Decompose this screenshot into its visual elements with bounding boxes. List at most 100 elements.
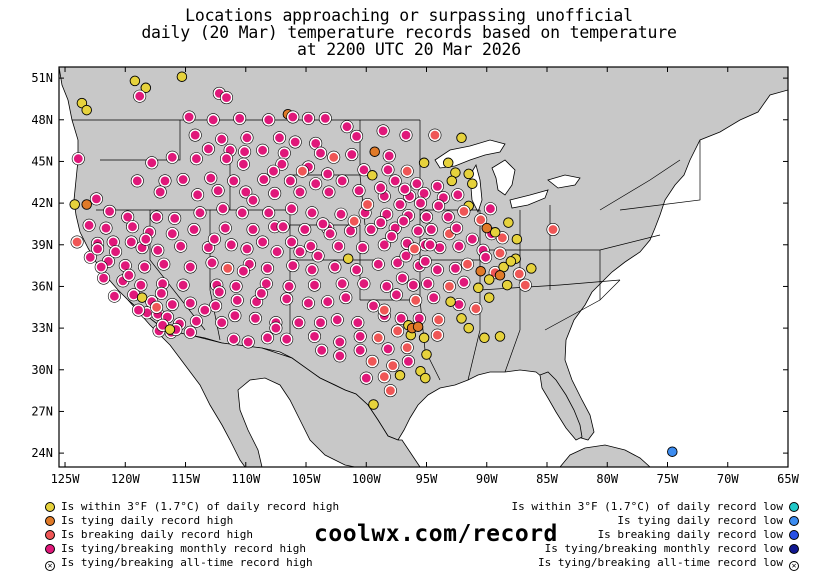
station-marker-outline <box>427 291 441 305</box>
monthly-record-high-marker <box>336 174 349 187</box>
monthly-record-high-marker <box>198 304 211 317</box>
monthly-record-high-marker <box>236 206 249 219</box>
within-record-high-marker <box>479 332 490 344</box>
monthly-record-high-marker <box>177 173 190 186</box>
station-marker-outline <box>233 111 247 125</box>
station-marker-outline <box>124 235 138 249</box>
station-marker-outline <box>276 220 290 234</box>
monthly-record-high-marker <box>271 245 284 258</box>
monthly-record-high-marker <box>183 111 196 124</box>
station-marker-outline <box>419 210 433 224</box>
legend-item-within-low: Is within 3°F (1.7°C) of daily record lo… <box>511 500 799 513</box>
monthly-record-high-marker <box>278 147 291 160</box>
monthly-record-high-marker <box>381 163 394 176</box>
legend-item-monthly-high: Is tying/breaking monthly record high <box>45 542 306 555</box>
blue-circle-icon <box>789 530 799 540</box>
site-brand[interactable]: coolwx.com/record <box>314 521 558 547</box>
title-line-1: Locations approaching or surpassing unof… <box>185 6 633 25</box>
station-marker-outline <box>158 174 172 188</box>
within-record-high-marker <box>140 82 152 94</box>
monthly-record-high-marker <box>354 344 367 357</box>
monthly-record-high-marker <box>304 240 317 253</box>
monthly-record-high-marker <box>424 238 437 251</box>
station-marker-outline <box>374 181 388 195</box>
monthly-record-high-marker <box>286 259 299 272</box>
monthly-record-high-marker <box>352 184 365 197</box>
tying-record-high-marker <box>369 146 380 157</box>
lat-tick-label: 48N <box>31 113 53 127</box>
monthly-record-high-marker <box>292 316 305 329</box>
monthly-record-high-marker <box>284 174 297 187</box>
monthly-record-high-marker <box>293 186 306 199</box>
station-marker-outline <box>381 342 395 356</box>
within-record-high-marker <box>445 296 456 307</box>
within-record-high-marker <box>456 313 467 324</box>
station-marker-outline <box>359 371 373 385</box>
station-marker-outline <box>311 249 325 263</box>
monthly-record-high-marker <box>334 208 347 221</box>
breaking-record-high-marker <box>221 262 234 275</box>
magenta-circle-icon <box>45 544 55 554</box>
monthly-record-high-marker <box>321 295 334 308</box>
monthly-record-high-marker <box>390 288 403 301</box>
monthly-record-high-marker <box>451 188 464 201</box>
lon-tick-label: 85W <box>536 472 558 486</box>
within-record-high-marker <box>463 322 474 334</box>
station-marker-outline <box>430 328 444 342</box>
station-marker-outline <box>286 259 300 273</box>
monthly-record-high-marker <box>126 220 139 233</box>
station-marker-outline <box>394 311 408 325</box>
station-marker-outline <box>94 260 108 274</box>
breaking-record-high-marker <box>474 213 487 226</box>
station-marker-outline <box>448 261 462 275</box>
monthly-record-high-marker <box>273 131 286 144</box>
breaking-record-high-marker <box>348 215 361 228</box>
lon-tick-label: 95W <box>416 472 438 486</box>
station-marker-outline <box>321 295 335 309</box>
orange-circle-icon <box>45 516 55 526</box>
monthly-record-high-marker <box>100 222 113 235</box>
station-marker-outline <box>360 198 374 212</box>
station-marker-outline <box>174 239 188 253</box>
monthly-record-high-marker <box>396 272 409 285</box>
station-marker-outline <box>280 332 294 346</box>
lat-tick-label: 51N <box>31 71 53 85</box>
monthly-record-high-marker <box>442 211 455 224</box>
station-marker-outline <box>428 128 442 142</box>
monthly-record-high-marker <box>414 197 427 210</box>
station-marker-outline <box>457 204 471 218</box>
station-marker-outline <box>206 113 220 127</box>
station-marker-outline <box>138 260 152 274</box>
within-record-high-marker <box>421 349 432 360</box>
station-marker-outline <box>285 202 299 216</box>
lat-tick-label: 33N <box>31 321 53 335</box>
station-marker-outline <box>154 286 168 300</box>
breaking-record-high-marker <box>409 294 422 307</box>
monthly-record-high-marker <box>289 136 302 149</box>
station-marker-outline <box>400 164 414 178</box>
station-marker-outline <box>262 113 276 127</box>
axis-ticks: 51N 48N 45N 42N 39N 36N 33N 30N 27N 24N 125W 120W 11… <box>31 67 800 486</box>
station-marker-outline <box>198 303 212 317</box>
monthly-record-high-marker <box>225 238 238 251</box>
within-record-high-marker <box>420 372 431 384</box>
station-marker-outline <box>70 235 84 249</box>
lon-tick-label: 100W <box>352 472 382 486</box>
station-marker-outline <box>450 221 464 235</box>
legend-label: Is tying/breaking all-time record low <box>537 556 783 569</box>
station-marker-outline <box>107 289 121 303</box>
tying-record-high-marker <box>412 321 424 332</box>
station-marker-outline <box>205 256 219 270</box>
lat-tick-label: 24N <box>31 446 53 460</box>
station-marker-outline <box>335 277 349 291</box>
lon-tick-label: 80W <box>596 472 618 486</box>
monthly-record-high-marker <box>427 291 440 304</box>
monthly-record-high-marker <box>190 315 203 328</box>
station-marker-outline <box>418 254 432 268</box>
monthly-record-high-marker <box>125 236 138 249</box>
monthly-record-high-marker <box>260 277 273 290</box>
station-marker-outline <box>91 242 105 256</box>
breaking-record-high-marker <box>386 359 399 372</box>
breaking-record-high-marker <box>431 329 444 342</box>
monthly-record-high-marker <box>206 256 219 269</box>
